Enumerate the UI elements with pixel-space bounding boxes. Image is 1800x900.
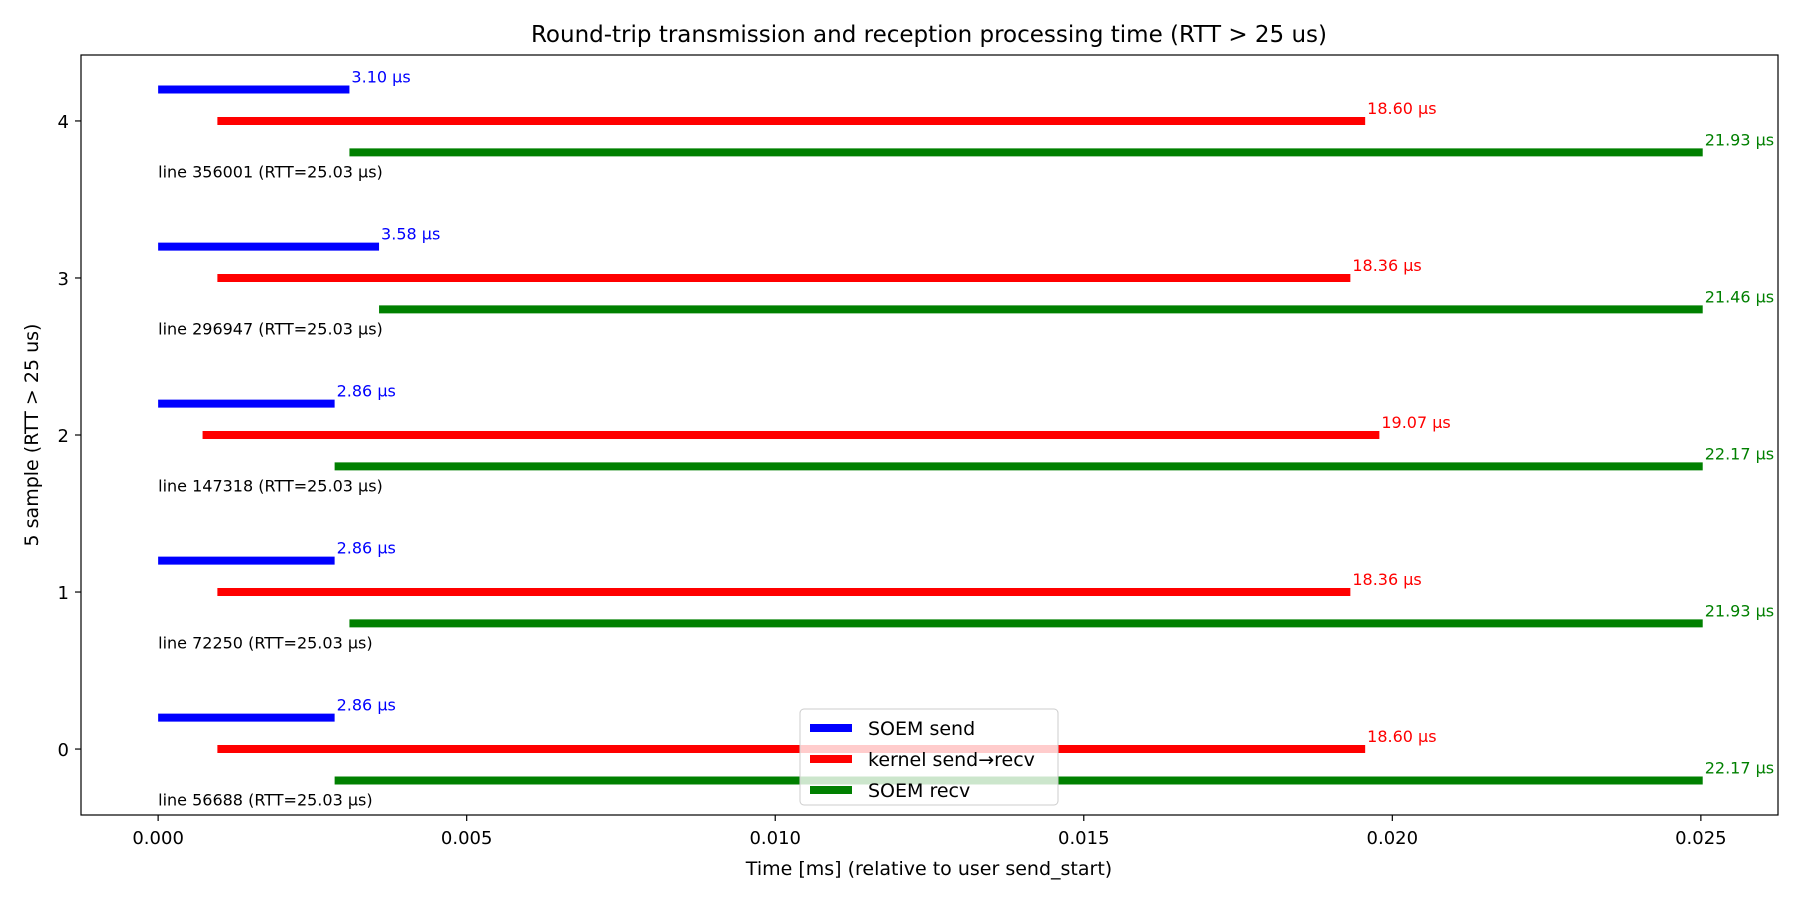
sample-label: line 147318 (RTT=25.03 µs) — [158, 477, 383, 496]
x-tick-label: 0.010 — [749, 828, 801, 849]
x-tick-label: 0.015 — [1058, 828, 1110, 849]
x-tick-label: 0.005 — [441, 828, 493, 849]
y-tick-label: 2 — [58, 426, 69, 447]
y-tick-label: 1 — [58, 583, 69, 604]
y-tick-label: 3 — [58, 269, 69, 290]
x-tick-label: 0.025 — [1675, 828, 1727, 849]
plot-layer: 2.86 µs 18.60 µs 22.17 µs line 56688 (RTT=2… — [158, 68, 1774, 810]
legend: SOEM send kernel send→recv SOEM recv — [799, 708, 1059, 806]
segment-value-label: 3.58 µs — [381, 225, 440, 244]
x-axis-label: Time [ms] (relative to user send_start) — [745, 858, 1112, 880]
segment-value-label: 18.60 µs — [1367, 727, 1436, 746]
segment-value-label: 21.46 µs — [1705, 287, 1774, 306]
segment-value-label: 2.86 µs — [337, 696, 396, 715]
sample-label: line 72250 (RTT=25.03 µs) — [158, 634, 372, 653]
segment-value-label: 21.93 µs — [1705, 130, 1774, 149]
segment-value-label: 19.07 µs — [1381, 413, 1450, 432]
x-tick-label: 0.000 — [132, 828, 184, 849]
segment-value-label: 3.10 µs — [351, 68, 410, 87]
segment-value-label: 18.60 µs — [1367, 99, 1436, 118]
sample-label: line 56688 (RTT=25.03 µs) — [158, 791, 372, 810]
legend-entry-label: SOEM recv — [868, 780, 970, 802]
y-tick-label: 4 — [58, 112, 69, 133]
axis-layer: 0.000 0.005 0.010 0.015 0.020 0.025 0 1 2 3 4 — [58, 112, 1727, 849]
segment-value-label: 21.93 µs — [1705, 601, 1774, 620]
y-axis-label: 5 sample (RTT > 25 us) — [21, 324, 43, 547]
chart-title: Round-trip transmission and reception pr… — [531, 22, 1327, 48]
legend-entry-label: kernel send→recv — [868, 749, 1035, 771]
y-tick-label: 0 — [58, 740, 69, 761]
legend-box — [799, 708, 1059, 806]
sample-label: line 356001 (RTT=25.03 µs) — [158, 162, 383, 181]
segment-value-label: 22.17 µs — [1705, 758, 1774, 777]
segment-value-label: 2.86 µs — [337, 539, 396, 558]
x-tick-label: 0.020 — [1367, 828, 1419, 849]
segment-value-label: 18.36 µs — [1352, 570, 1421, 589]
legend-entry-label: SOEM send — [868, 718, 975, 740]
segment-value-label: 18.36 µs — [1352, 256, 1421, 275]
sample-label: line 296947 (RTT=25.03 µs) — [158, 320, 383, 339]
segment-value-label: 22.17 µs — [1705, 444, 1774, 463]
segment-value-label: 2.86 µs — [337, 382, 396, 401]
